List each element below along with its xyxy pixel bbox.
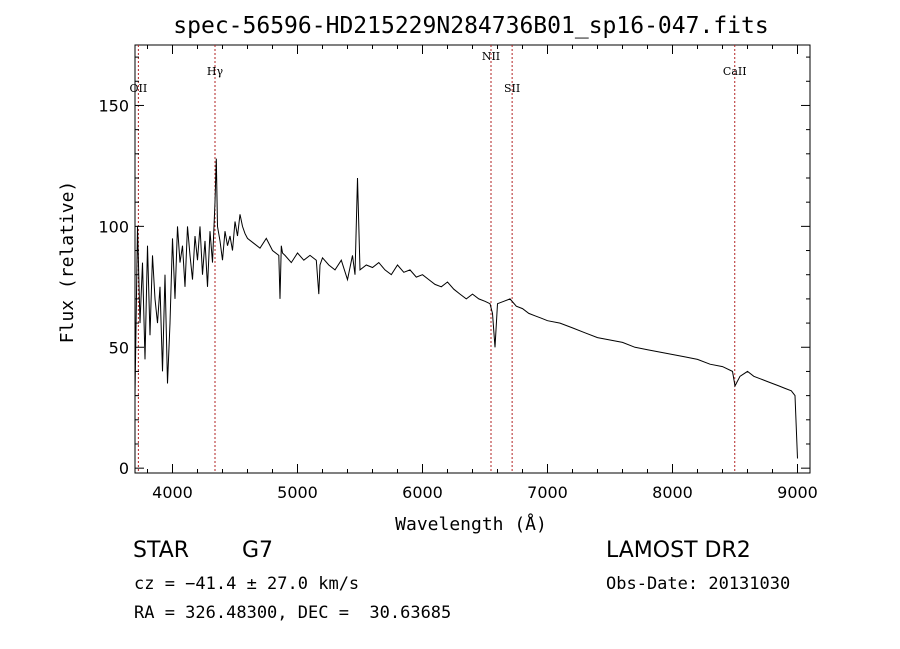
marker-label: SII xyxy=(504,82,520,95)
y-tick-label: 50 xyxy=(109,338,129,357)
object-subclass: G7 xyxy=(242,538,274,563)
plot-frame xyxy=(134,44,811,474)
x-tick-label: 8000 xyxy=(652,483,693,502)
marker-label: NII xyxy=(482,50,500,63)
object-class: STAR xyxy=(133,538,190,563)
survey-name: LAMOST DR2 xyxy=(606,538,751,563)
chart-title: spec-56596-HD215229N284736B01_sp16-047.f… xyxy=(173,13,768,39)
marker-label: Hγ xyxy=(207,65,224,78)
observation-date: Obs-Date: 20131030 xyxy=(606,574,791,594)
marker-label: CaII xyxy=(723,65,747,78)
y-tick-label: 150 xyxy=(98,96,129,115)
x-tick-label: 4000 xyxy=(152,483,193,502)
coordinates-text: RA = 326.48300, DEC = 30.63685 xyxy=(134,603,452,623)
x-tick-label: 5000 xyxy=(277,483,318,502)
marker-label: OII xyxy=(130,82,148,95)
x-axis-label: Wavelength (Å) xyxy=(395,513,547,535)
y-axis-label: Flux (relative) xyxy=(57,181,78,344)
y-tick-label: 100 xyxy=(98,217,129,236)
y-axis-ticks: 0 50 100 150 xyxy=(98,56,810,478)
y-tick-label: 0 xyxy=(119,459,129,478)
spectrum-line xyxy=(134,158,798,459)
plot-area: OII Hγ NII SII CaII 4000 5000 6000 7000 8000 9000… xyxy=(98,44,818,502)
x-tick-label: 7000 xyxy=(527,483,568,502)
x-axis-ticks: 4000 5000 6000 7000 8000 9000 xyxy=(147,45,818,502)
redshift-text: cz = −41.4 ± 27.0 km/s xyxy=(134,574,360,594)
x-tick-label: 9000 xyxy=(777,483,818,502)
x-tick-label: 6000 xyxy=(402,483,443,502)
